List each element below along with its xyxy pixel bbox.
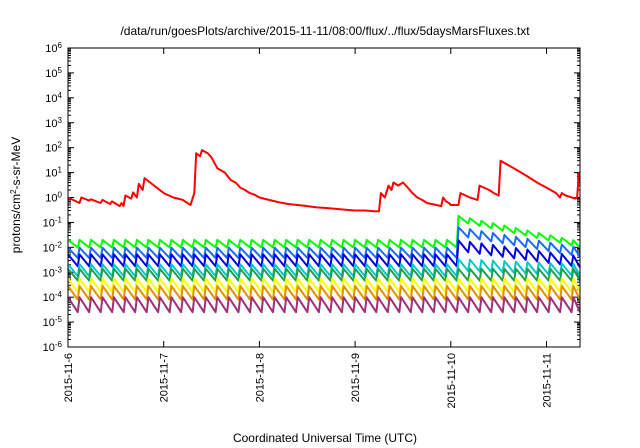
- x-tick-label: 2015-11-8: [254, 353, 266, 402]
- series-line-4: [67, 239, 581, 268]
- y-axis-label: protons/cm2-s-sr-MeV: [9, 137, 24, 253]
- x-tick-label: 2015-11-11: [542, 353, 554, 408]
- y-tick-label: 105: [45, 65, 62, 80]
- y-tick-label: 10-2: [43, 240, 63, 255]
- x-tick-label: 2015-11-9: [350, 353, 362, 402]
- x-axis-label: Coordinated Universal Time (UTC): [233, 431, 417, 445]
- y-tick-label: 10-4: [43, 290, 63, 305]
- x-tick-label: 2015-11-10: [446, 353, 458, 408]
- x-tick-label: 2015-11-6: [63, 353, 75, 402]
- series-line-7: [67, 277, 581, 294]
- series-line-3: [67, 226, 581, 259]
- y-tick-label: 102: [45, 140, 62, 155]
- y-axis-ticks: 106 105 104 103 102 101 100 10-1 10-2 10-3 10-4 10-…: [43, 41, 580, 355]
- y-tick-label: 101: [45, 165, 62, 180]
- series-line-2: [67, 214, 581, 249]
- y-tick-label: 10-6: [43, 340, 63, 355]
- series-line-9: [67, 296, 581, 314]
- series-layer: [67, 149, 581, 314]
- y-tick-label: 100: [45, 190, 62, 205]
- chart-title: /data/run/goesPlots/archive/2015-11-11/0…: [120, 24, 530, 38]
- series-line-5: [67, 258, 581, 278]
- plot-frame: [67, 47, 581, 348]
- y-tick-label: 10-1: [43, 215, 63, 230]
- x-axis-ticks: 2015-11-6 2015-11-7 2015-11-8 2015-11-9 2015…: [63, 48, 554, 408]
- series-line-6: [67, 267, 581, 282]
- series-line-8: [67, 285, 581, 301]
- y-tick-label: 10-3: [43, 265, 63, 280]
- y-tick-label: 10-5: [43, 315, 63, 330]
- y-tick-label: 103: [45, 115, 62, 130]
- y-axis-label-sup: 2: [9, 189, 18, 194]
- series-line-1: [67, 149, 580, 213]
- y-tick-label: 104: [45, 90, 62, 105]
- x-tick-label: 2015-11-7: [159, 353, 171, 402]
- y-axis-label-base: protons/cm: [9, 194, 23, 253]
- y-axis-label-rest: -s-sr-MeV: [9, 137, 23, 190]
- y-tick-label: 106: [45, 41, 62, 56]
